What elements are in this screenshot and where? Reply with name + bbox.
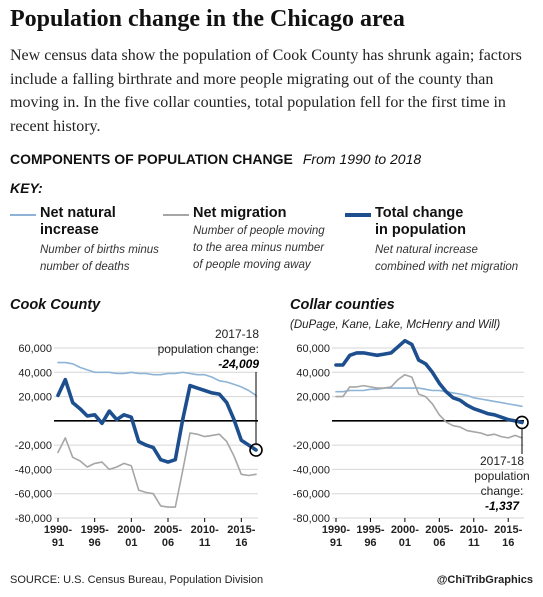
- migration-swatch: [163, 214, 189, 216]
- key-desc-line1: Number of people moving: [193, 225, 325, 237]
- annotation-text: change:: [481, 484, 524, 498]
- key-label: Total change in population: [375, 205, 466, 239]
- y-tick-label: -40,000: [293, 464, 330, 476]
- x-tick-label: 96: [89, 537, 101, 549]
- y-tick-label: -60,000: [15, 489, 52, 501]
- y-tick-label: -20,000: [15, 440, 52, 452]
- total-swatch: [345, 213, 371, 217]
- key-label-line2: in population: [375, 222, 467, 238]
- x-tick-label: 91: [330, 537, 342, 549]
- cook-county-chart: -80,000 -60,000 -40,000 -20,000 20,000 40,000…: [15, 327, 263, 549]
- page-title: Population change in the Chicago area: [10, 6, 405, 32]
- annotation-text: 2017-18: [215, 327, 259, 341]
- key-desc-line2: to the area minus number: [193, 242, 325, 254]
- x-tick-label: 2005-: [425, 524, 453, 536]
- y-tick-label: 20,000: [296, 392, 330, 404]
- collar-counties-chart: -80,000 -60,000 -40,000 -20,000 20,000 40,000…: [293, 338, 530, 549]
- series-line-migration: [57, 432, 257, 508]
- y-tick-label: -40,000: [15, 464, 52, 476]
- key-label-line1: Net migration: [193, 205, 287, 221]
- x-tick-label: 2005-: [154, 524, 182, 536]
- x-tick-label: 2015-: [227, 524, 255, 536]
- y-tick-label: 60,000: [18, 343, 52, 355]
- series-line-natural: [335, 387, 523, 408]
- annotation-text: 2017-18: [480, 454, 524, 468]
- key-desc-line1: Number of births minus: [40, 244, 159, 256]
- key-label: Net migration: [193, 205, 286, 222]
- key-label-line1: Net natural: [40, 205, 116, 221]
- intro-text: New census data show the population of C…: [10, 47, 522, 135]
- chart-subtitle-collar: (DuPage, Kane, Lake, McHenry and Will): [290, 319, 501, 331]
- x-tick-label: 1990-: [44, 524, 72, 536]
- y-tick-label: 60,000: [296, 343, 330, 355]
- chart-title-cook: Cook County: [10, 297, 101, 313]
- x-tick-label: 1990-: [322, 524, 350, 536]
- section-title: COMPONENTS OF POPULATION CHANGE: [10, 151, 293, 167]
- x-tick-label: 91: [52, 537, 64, 549]
- key-desc-line2: number of deaths: [40, 261, 130, 273]
- key-label-line1: Total change: [375, 205, 464, 221]
- annotation-value: -24,009: [218, 357, 259, 371]
- natural-swatch: [10, 214, 36, 216]
- x-tick-label: 1995-: [356, 524, 384, 536]
- x-tick-label: 2000-: [391, 524, 419, 536]
- key-label: Net natural increase: [40, 205, 116, 239]
- series-line-total: [334, 338, 524, 425]
- annotation-value: -1,337: [485, 499, 520, 513]
- x-tick-label: 16: [235, 537, 247, 549]
- section-range: From 1990 to 2018: [302, 151, 422, 167]
- x-tick-label: 16: [502, 537, 514, 549]
- y-tick-label: -20,000: [293, 440, 330, 452]
- x-tick-label: 06: [433, 537, 445, 549]
- y-tick-label: 40,000: [18, 367, 52, 379]
- circle-marker-icon: [249, 443, 263, 457]
- x-tick-label: 2000-: [117, 524, 145, 536]
- series-line-migration: [335, 373, 523, 439]
- y-tick-label: -60,000: [293, 489, 330, 501]
- key-desc-line2: combined with net migration: [375, 261, 519, 273]
- x-tick-label: 2010-: [460, 524, 488, 536]
- key-desc-line3: of people moving away: [193, 259, 311, 271]
- x-tick-label: 11: [468, 537, 480, 549]
- y-tick-label: -80,000: [293, 513, 330, 525]
- y-tick-label: 20,000: [18, 392, 52, 404]
- x-tick-label: 2010-: [191, 524, 219, 536]
- key-label-line2: increase: [40, 222, 99, 238]
- x-tick-label: 1995-: [81, 524, 109, 536]
- x-tick-label: 2015-: [494, 524, 522, 536]
- key-description: Number of people moving to the area minu…: [193, 223, 325, 274]
- x-tick-label: 11: [199, 537, 211, 549]
- x-tick-label: 06: [162, 537, 174, 549]
- key-desc-line1: Net natural increase: [375, 244, 478, 256]
- credit-handle: @ChiTribGraphics: [436, 574, 533, 586]
- x-tick-label: 01: [399, 537, 411, 549]
- circle-marker-icon: [515, 415, 529, 430]
- key-description: Number of births minus number of deaths: [40, 242, 159, 276]
- annotation-text: population: [474, 469, 529, 483]
- key-description: Net natural increase combined with net m…: [375, 242, 518, 276]
- x-tick-label: 96: [364, 537, 376, 549]
- chart-title-collar: Collar counties: [290, 297, 395, 313]
- x-tick-label: 01: [125, 537, 137, 549]
- section-heading: COMPONENTS OF POPULATION CHANGE From 1990…: [10, 151, 421, 167]
- source-note: SOURCE: U.S. Census Bureau, Population D…: [10, 574, 264, 586]
- y-tick-label: -80,000: [15, 513, 52, 525]
- series-line-natural: [57, 361, 257, 397]
- y-tick-label: 40,000: [296, 367, 330, 379]
- key-heading: KEY:: [10, 180, 43, 196]
- series-line-total: [56, 377, 258, 464]
- annotation-text: population change:: [158, 342, 259, 356]
